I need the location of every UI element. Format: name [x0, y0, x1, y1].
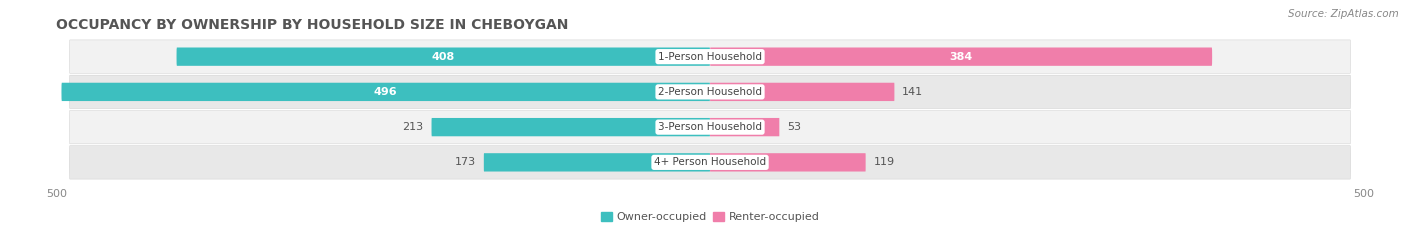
Text: 141: 141 [903, 87, 924, 97]
Text: 173: 173 [456, 157, 477, 167]
FancyBboxPatch shape [710, 153, 866, 171]
FancyBboxPatch shape [69, 146, 1351, 179]
Text: 1-Person Household: 1-Person Household [658, 52, 762, 62]
Text: Source: ZipAtlas.com: Source: ZipAtlas.com [1288, 9, 1399, 19]
Text: 3-Person Household: 3-Person Household [658, 122, 762, 132]
FancyBboxPatch shape [69, 75, 1351, 109]
Text: OCCUPANCY BY OWNERSHIP BY HOUSEHOLD SIZE IN CHEBOYGAN: OCCUPANCY BY OWNERSHIP BY HOUSEHOLD SIZE… [56, 18, 568, 32]
Text: 213: 213 [402, 122, 423, 132]
FancyBboxPatch shape [710, 48, 1212, 66]
Text: 53: 53 [787, 122, 801, 132]
Text: 408: 408 [432, 52, 456, 62]
FancyBboxPatch shape [62, 83, 710, 101]
FancyBboxPatch shape [484, 153, 710, 171]
FancyBboxPatch shape [177, 48, 710, 66]
Text: 119: 119 [873, 157, 894, 167]
FancyBboxPatch shape [432, 118, 710, 136]
Text: 4+ Person Household: 4+ Person Household [654, 157, 766, 167]
Text: 496: 496 [374, 87, 398, 97]
FancyBboxPatch shape [69, 40, 1351, 73]
FancyBboxPatch shape [710, 83, 894, 101]
Text: 384: 384 [949, 52, 973, 62]
FancyBboxPatch shape [710, 118, 779, 136]
FancyBboxPatch shape [69, 110, 1351, 144]
Text: 2-Person Household: 2-Person Household [658, 87, 762, 97]
Legend: Owner-occupied, Renter-occupied: Owner-occupied, Renter-occupied [596, 208, 824, 227]
